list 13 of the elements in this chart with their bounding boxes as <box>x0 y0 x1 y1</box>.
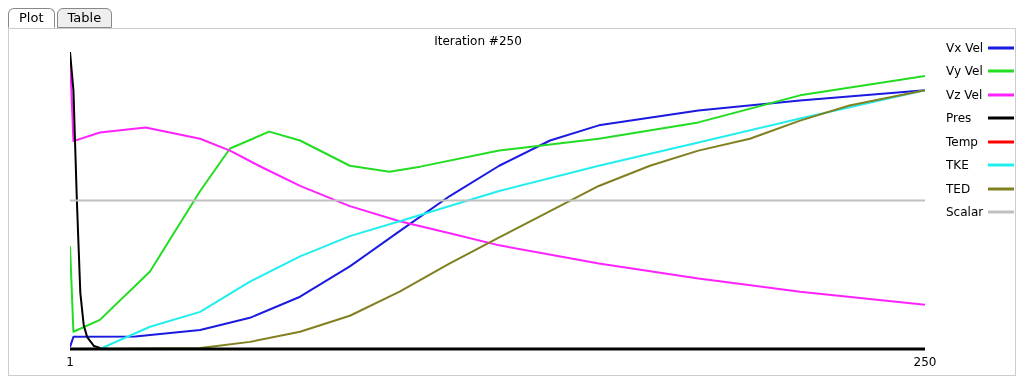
legend-label: Scalar <box>946 205 985 220</box>
legend-label: Vz Vel <box>946 87 984 102</box>
legend-label: Vx Vel <box>946 40 985 55</box>
legend-label: TKE <box>946 158 970 173</box>
legend-label: Pres <box>946 111 973 126</box>
text: Plot <box>8 8 55 28</box>
x-tick-label: 1 <box>66 354 74 369</box>
text: Table <box>56 8 113 28</box>
chart-title: Iteration #250 <box>434 34 522 48</box>
legend-label: Vy Vel <box>946 64 984 79</box>
legend-label: TED <box>946 181 972 196</box>
legend-label: Temp <box>946 134 979 149</box>
x-tick-label: 250 <box>913 354 937 369</box>
